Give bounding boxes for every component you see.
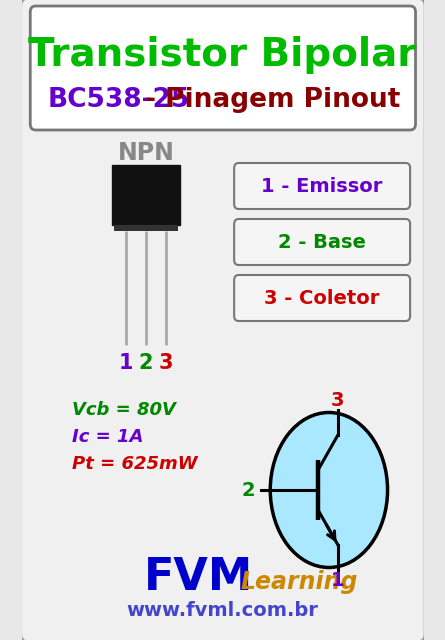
Text: Transistor Bipolar: Transistor Bipolar <box>28 36 417 74</box>
Text: Ic = 1A: Ic = 1A <box>72 428 143 446</box>
Text: www.fvml.com.br: www.fvml.com.br <box>126 600 318 620</box>
Text: 3: 3 <box>158 353 173 373</box>
Text: Vcb = 80V: Vcb = 80V <box>72 401 176 419</box>
FancyBboxPatch shape <box>234 275 410 321</box>
Text: 3: 3 <box>331 390 345 410</box>
Text: BC538-25: BC538-25 <box>48 87 190 113</box>
Text: Learning: Learning <box>240 570 358 594</box>
Text: 2: 2 <box>138 353 153 373</box>
FancyBboxPatch shape <box>30 6 416 130</box>
Text: 1: 1 <box>331 570 345 589</box>
Text: FVM: FVM <box>143 557 253 600</box>
FancyBboxPatch shape <box>20 0 425 640</box>
Ellipse shape <box>270 413 388 568</box>
Bar <box>112 165 180 225</box>
FancyBboxPatch shape <box>234 219 410 265</box>
Text: 2 - Base: 2 - Base <box>278 232 366 252</box>
Text: 2: 2 <box>242 481 255 499</box>
Text: 1 - Emissor: 1 - Emissor <box>262 177 383 195</box>
Text: 1: 1 <box>119 353 133 373</box>
Text: Pt = 625mW: Pt = 625mW <box>72 455 198 473</box>
Text: NPN: NPN <box>118 141 175 165</box>
Text: - Pinagem Pinout: - Pinagem Pinout <box>136 87 400 113</box>
Bar <box>114 225 178 231</box>
Text: 3 - Coletor: 3 - Coletor <box>264 289 380 307</box>
FancyBboxPatch shape <box>234 163 410 209</box>
